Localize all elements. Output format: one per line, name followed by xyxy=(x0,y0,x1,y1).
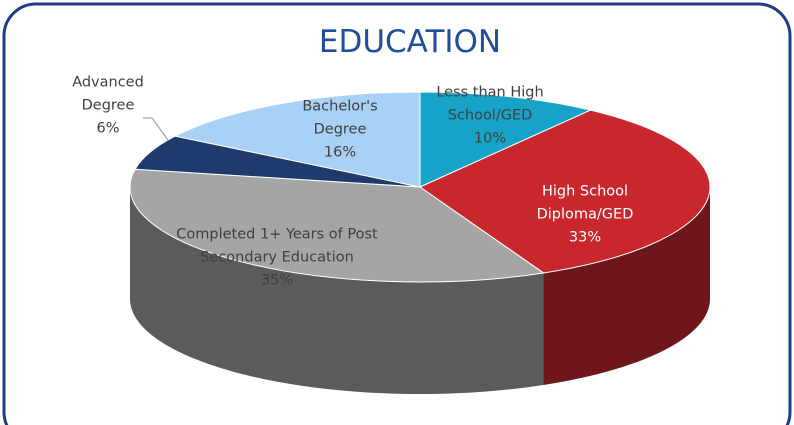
category-label: Completed 1+ Years of Post Secondary Edu… xyxy=(176,226,378,266)
category-label: Bachelor's Degree xyxy=(302,98,378,138)
pie-slice xyxy=(418,109,711,274)
data-label: High School Diploma/GED 33% xyxy=(523,181,648,250)
pie-slice xyxy=(173,91,421,188)
data-label: Advanced Degree 6% xyxy=(58,72,158,141)
pie xyxy=(129,91,711,394)
data-label: Less than High School/GED 10% xyxy=(420,82,560,151)
category-label: Advanced Degree xyxy=(72,74,144,114)
pie-slice xyxy=(419,91,593,188)
pie-slice-side xyxy=(130,187,544,394)
data-label: Bachelor's Degree 16% xyxy=(295,96,385,165)
leader-line xyxy=(143,117,169,141)
pie-slice xyxy=(129,168,545,283)
value-label: 6% xyxy=(96,120,120,137)
value-label: 10% xyxy=(473,130,507,147)
chart-title: EDUCATION xyxy=(319,24,501,60)
data-label: Completed 1+ Years of Post Secondary Edu… xyxy=(142,224,412,293)
value-label: 16% xyxy=(323,144,357,161)
category-label: Less than High School/GED xyxy=(436,84,544,124)
value-label: 35% xyxy=(260,272,294,289)
value-label: 33% xyxy=(568,229,602,246)
category-label: High School Diploma/GED xyxy=(536,183,634,223)
